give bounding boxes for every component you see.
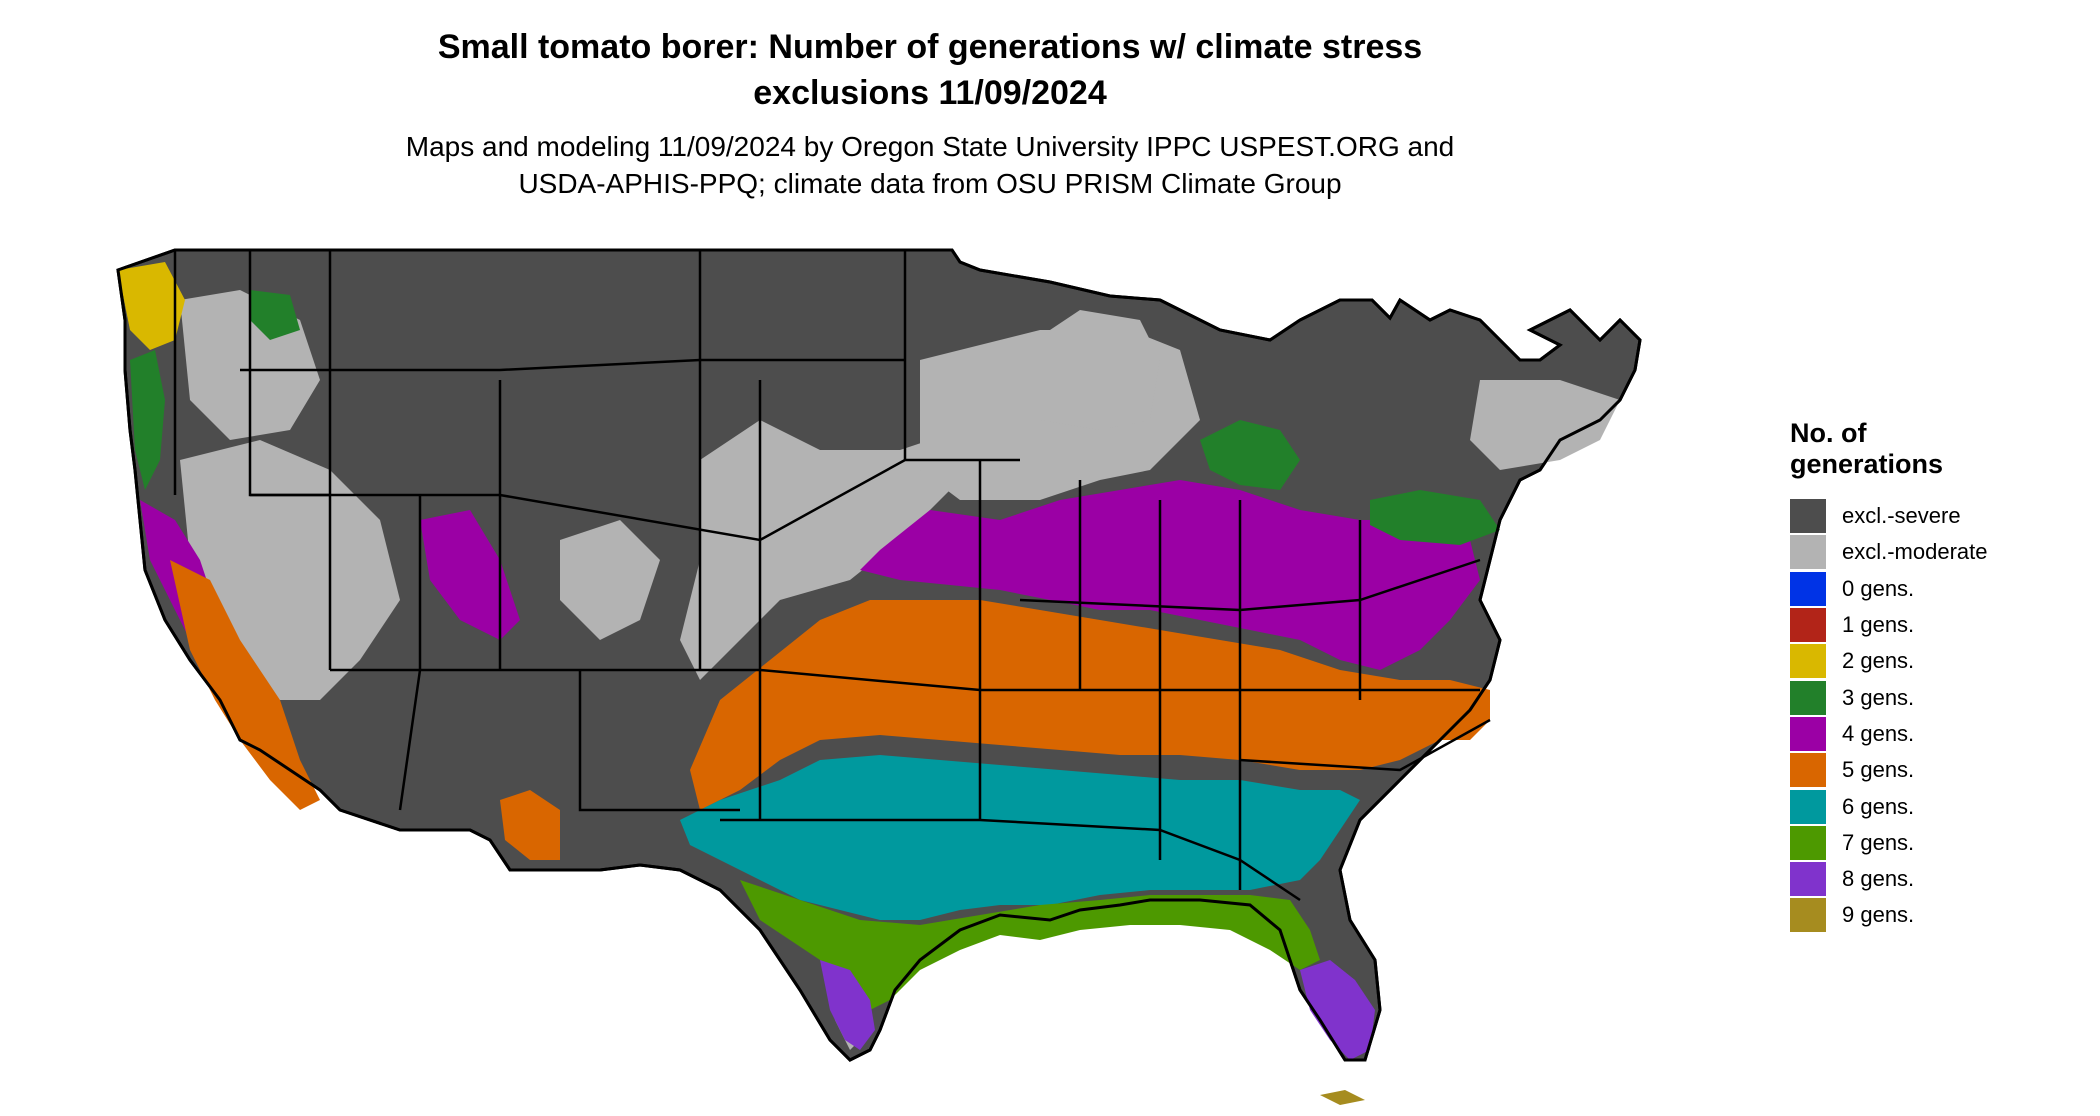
legend-label: 6 gens. (1842, 793, 1915, 819)
legend-swatch (1790, 571, 1826, 606)
gens-8-areas (820, 960, 1375, 1060)
legend-item: 3 gens. (1790, 679, 2070, 715)
gens-6-gulf-belt (680, 755, 1360, 920)
legend-item: excl.-moderate (1790, 534, 2070, 570)
legend-label: 4 gens. (1842, 720, 1915, 746)
legend-swatch (1790, 499, 1826, 534)
gens-9-florida-keys (1320, 1090, 1365, 1105)
gens-4-southwest (420, 510, 520, 640)
legend-swatch (1790, 680, 1826, 715)
legend-item: 2 gens. (1790, 643, 2070, 679)
legend-item: 1 gens. (1790, 607, 2070, 643)
gens-3-idaho (250, 290, 300, 340)
gens-5-southern-belt (690, 600, 1490, 810)
legend-swatch (1790, 898, 1826, 933)
legend-label: 1 gens. (1842, 612, 1915, 638)
legend-item: 6 gens. (1790, 788, 2070, 824)
legend-swatch (1790, 716, 1826, 751)
gens-8-south-texas (820, 960, 875, 1050)
map-legend: No. of generations excl.-severe excl.-mod… (1790, 418, 2070, 934)
gens-3-new-york (1370, 490, 1500, 545)
border-e-w-2 (250, 458, 1020, 542)
legend-label: 7 gens. (1842, 829, 1915, 855)
legend-label: excl.-moderate (1842, 539, 1988, 565)
gens-7-gulf-coast (740, 880, 1320, 1010)
map-title: Small tomato borer: Number of generation… (260, 24, 1600, 116)
border-e-w-7 (1239, 718, 1491, 772)
legend-label: 5 gens. (1842, 757, 1915, 783)
map-subtitle-line1: Maps and modeling 11/09/2024 by Oregon S… (405, 131, 1455, 162)
state-borders (173, 250, 1491, 902)
legend-label: 3 gens. (1842, 684, 1915, 710)
legend-swatch (1790, 825, 1826, 860)
gens-3-michigan (1200, 420, 1300, 490)
legend-items: excl.-severe excl.-moderate 0 gens. 1 gens.… (1790, 498, 2070, 934)
legend-label: 9 gens. (1842, 902, 1915, 928)
legend-item: 4 gens. (1790, 716, 2070, 752)
gens-8-florida (1300, 960, 1375, 1060)
moderate-great-lakes (1020, 310, 1160, 430)
legend-title-line2: generations (1790, 449, 1944, 479)
gens-3-areas (130, 290, 1500, 545)
map-title-line1: Small tomato borer: Number of generation… (437, 28, 1423, 66)
moderate-northeast (1470, 380, 1620, 470)
border-e-w-4 (720, 818, 1301, 902)
legend-item: excl.-severe (1790, 498, 2070, 534)
legend-item: 0 gens. (1790, 571, 2070, 607)
border-e-w-3 (330, 668, 1480, 692)
legend-label: 0 gens. (1842, 575, 1915, 601)
gens-3-pacific-coast (130, 350, 165, 490)
us-map-svg (116, 248, 1642, 1105)
legend-swatch (1790, 644, 1826, 679)
gens-2-washington-coast (118, 262, 185, 350)
legend-item: 5 gens. (1790, 752, 2070, 788)
legend-swatch (1790, 535, 1826, 570)
map-subtitle-line2: USDA-APHIS-PPQ; climate data from OSU PR… (518, 168, 1342, 199)
border-e-w-6 (578, 670, 740, 812)
legend-item: 7 gens. (1790, 825, 2070, 861)
us-outline (116, 248, 1642, 1062)
legend-swatch (1790, 789, 1826, 824)
gens-4-corn-belt (860, 480, 1480, 670)
legend-label: 2 gens. (1842, 648, 1915, 674)
gens-5-areas (170, 560, 1490, 860)
border-e-w-1 (240, 358, 905, 372)
moderate-southwest (560, 520, 660, 640)
border-e-w-5 (1019, 558, 1481, 612)
legend-item: 9 gens. (1790, 897, 2070, 933)
map-title-line2: exclusions 11/09/2024 (753, 74, 1107, 112)
legend-title: No. of generations (1790, 418, 2070, 480)
us-map (100, 230, 1780, 1110)
legend-label: excl.-severe (1842, 503, 1961, 529)
legend-title-line1: No. of (1790, 418, 1867, 448)
legend-label: 8 gens. (1842, 866, 1915, 892)
gens-5-arizona (500, 790, 560, 860)
map-subtitle: Maps and modeling 11/09/2024 by Oregon S… (260, 128, 1600, 202)
gens-5-california-valley (170, 560, 320, 810)
legend-swatch (1790, 862, 1826, 897)
legend-item: 8 gens. (1790, 861, 2070, 897)
legend-swatch (1790, 608, 1826, 643)
legend-swatch (1790, 753, 1826, 788)
